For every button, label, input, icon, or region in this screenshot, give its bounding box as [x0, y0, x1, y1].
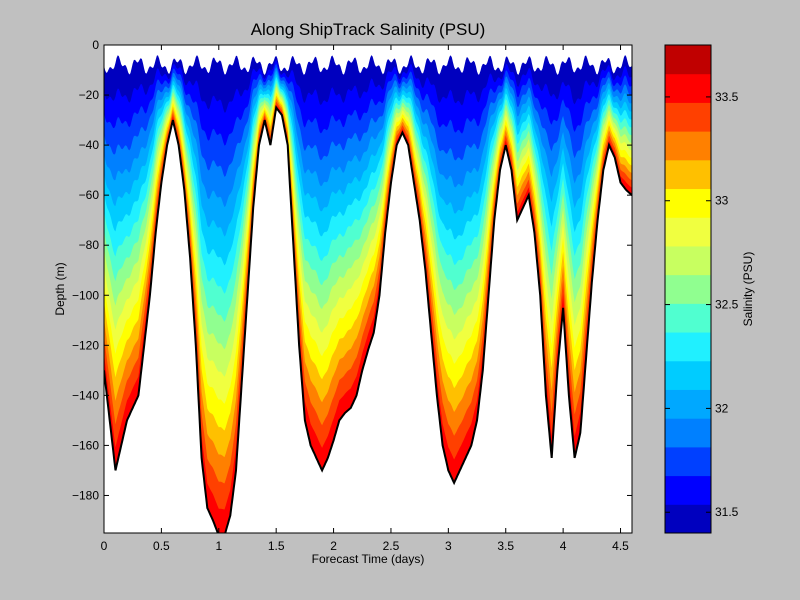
plot-frame [103, 44, 633, 534]
x-tick-label: 3.5 [497, 539, 514, 553]
y-tick-label: −160 [72, 438, 99, 452]
colorbar-band [665, 159, 711, 190]
colorbar-band [665, 332, 711, 362]
colorbar-band [665, 274, 711, 304]
x-tick-label: 2 [330, 539, 337, 553]
colorbar-band [665, 504, 711, 534]
colorbar-band [665, 217, 711, 247]
colorbar-label: Salinity (PSU) [741, 252, 755, 327]
colorbar-band [665, 475, 711, 505]
colorbar-bands [665, 45, 711, 534]
below-seafloor-mask [104, 107, 632, 533]
y-tick-label: −20 [79, 88, 100, 102]
y-tick-label: −60 [79, 188, 100, 202]
x-tick-label: 4.5 [612, 539, 629, 553]
colorbar-band [665, 446, 711, 477]
y-axis-ticks: 0 −20 −40 −60 −80 −100 −120 −140 −160 −180 [72, 38, 632, 502]
x-tick-label: 0 [101, 539, 108, 553]
y-tick-label: −80 [79, 238, 100, 252]
x-tick-label: 1 [215, 539, 222, 553]
colorbar-band [665, 418, 711, 448]
colorbar-band [665, 389, 711, 419]
salinity-contour-bands [104, 55, 632, 533]
x-tick-label: 4 [560, 539, 567, 553]
y-tick-label: −40 [79, 138, 100, 152]
x-tick-label: 3 [445, 539, 452, 553]
colorbar-tick-label: 32 [715, 401, 729, 415]
plot-area: 0 0.5 1 1.5 2 2.5 3 3.5 4 4.5 0 −20 −40 −60 −80 −100 −1… [72, 38, 633, 553]
colorbar-band [665, 360, 711, 390]
colorbar-band [665, 188, 711, 218]
colorbar-ticks: 31.5 32 32.5 33 33.5 [665, 90, 739, 519]
colorbar-tick-label: 32.5 [715, 298, 739, 312]
colorbar-frame [664, 44, 712, 534]
y-tick-label: −180 [72, 488, 99, 502]
x-tick-label: 0.5 [153, 539, 170, 553]
colorbar-band [665, 102, 711, 132]
colorbar: 31.5 32 32.5 33 33.5 Salinity (PSU) [664, 44, 755, 534]
y-tick-label: 0 [92, 38, 99, 52]
y-axis-label: Depth (m) [53, 262, 67, 315]
y-tick-label: −120 [72, 338, 99, 352]
x-tick-label: 1.5 [268, 539, 285, 553]
colorbar-band [665, 45, 711, 75]
colorbar-band [665, 131, 711, 161]
colorbar-tick-label: 33.5 [715, 90, 739, 104]
chart-title: Along ShipTrack Salinity (PSU) [251, 20, 486, 39]
x-tick-label: 2.5 [383, 539, 400, 553]
colorbar-band [665, 245, 711, 276]
x-axis-ticks: 0 0.5 1 1.5 2 2.5 3 3.5 4 4.5 [101, 45, 629, 553]
colorbar-band [665, 73, 711, 103]
y-tick-label: −100 [72, 288, 99, 302]
y-tick-label: −140 [72, 388, 99, 402]
colorbar-tick-label: 31.5 [715, 505, 739, 519]
x-axis-label: Forecast Time (days) [312, 552, 425, 566]
colorbar-tick-label: 33 [715, 194, 729, 208]
colorbar-band [665, 303, 711, 333]
seafloor-line [104, 105, 632, 533]
